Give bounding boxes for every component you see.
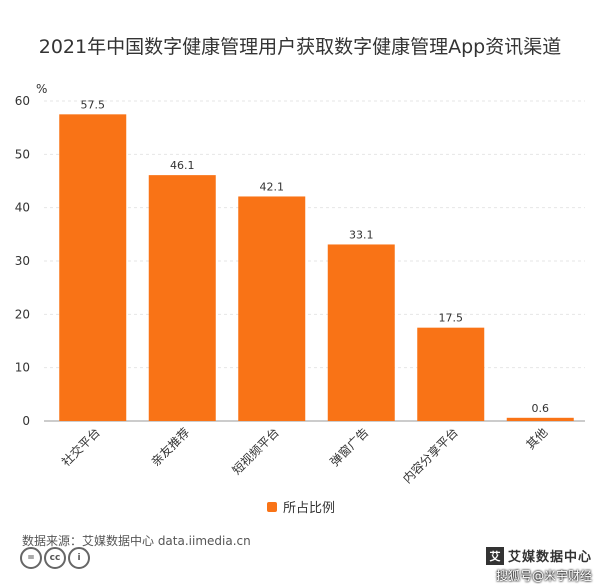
data-label: 17.5 (439, 312, 464, 325)
x-tick-label: 亲友推荐 (149, 425, 193, 469)
bar (238, 196, 306, 421)
x-tick-label: 弹窗广告 (328, 425, 372, 469)
bar (148, 175, 216, 421)
bar (59, 114, 127, 421)
source-note: 数据来源：艾媒数据中心 data.iimedia.cn (22, 534, 251, 548)
x-tick-label: 社交平台 (58, 425, 103, 470)
cc-icon: cc (44, 547, 66, 569)
y-tick-label: 40 (15, 201, 30, 215)
y-tick-label: 60 (15, 94, 30, 108)
x-tick-label: 其他 (523, 425, 550, 452)
brand-name: 艾媒数据中心 (507, 550, 592, 565)
person-icon: i (68, 547, 90, 569)
y-tick-label: 50 (15, 147, 30, 161)
bar-chart: 0 10 20 30 40 50 60% 57.5 社交平台 46.1 亲友推荐 42.1 短视频平台 3… (15, 82, 585, 487)
y-axis-unit: % (36, 82, 47, 96)
bar (327, 244, 395, 421)
chart-title: 2021年中国数字健康管理用户获取数字健康管理App资讯渠道 (38, 36, 562, 58)
brand-watermark: 艾 艾媒数据中心 搜狐号@米宇财经 (464, 546, 592, 584)
x-tick-label: 内容分享平台 (399, 425, 461, 487)
brand-subtitle: 搜狐号@米宇财经 (495, 569, 592, 583)
x-tick-label: 短视频平台 (229, 425, 282, 478)
data-label: 0.6 (532, 402, 550, 415)
y-tick-label: 20 (15, 307, 30, 321)
data-label: 57.5 (81, 98, 106, 111)
data-label: 42.1 (260, 180, 285, 193)
data-label: 33.1 (349, 228, 374, 241)
license-icons: = cc i (20, 547, 90, 569)
y-tick-label: 30 (15, 254, 30, 268)
brand-logo: 艾 (485, 546, 504, 565)
legend-swatch (267, 501, 277, 512)
y-tick-label: 0 (22, 414, 30, 428)
bar (506, 417, 574, 421)
equal-icon: = (20, 547, 42, 569)
legend: 所占比例 (267, 497, 335, 516)
legend-label: 所占比例 (283, 501, 336, 516)
data-label: 46.1 (170, 159, 195, 172)
bar (417, 327, 485, 421)
y-tick-label: 10 (15, 361, 30, 375)
